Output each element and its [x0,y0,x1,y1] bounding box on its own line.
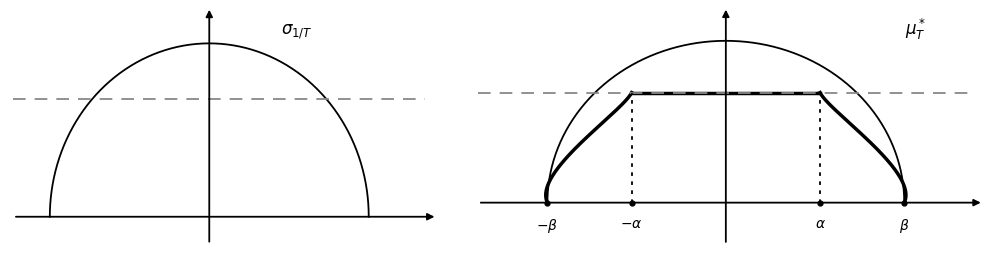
Text: $\beta$: $\beta$ [899,217,909,235]
Text: $-\alpha$: $-\alpha$ [621,217,643,231]
Text: $-\beta$: $-\beta$ [537,217,559,235]
Text: $\mu_T^*$: $\mu_T^*$ [904,17,926,42]
Text: $\sigma_{1/T}$: $\sigma_{1/T}$ [281,23,313,41]
Text: $\alpha$: $\alpha$ [815,217,826,231]
